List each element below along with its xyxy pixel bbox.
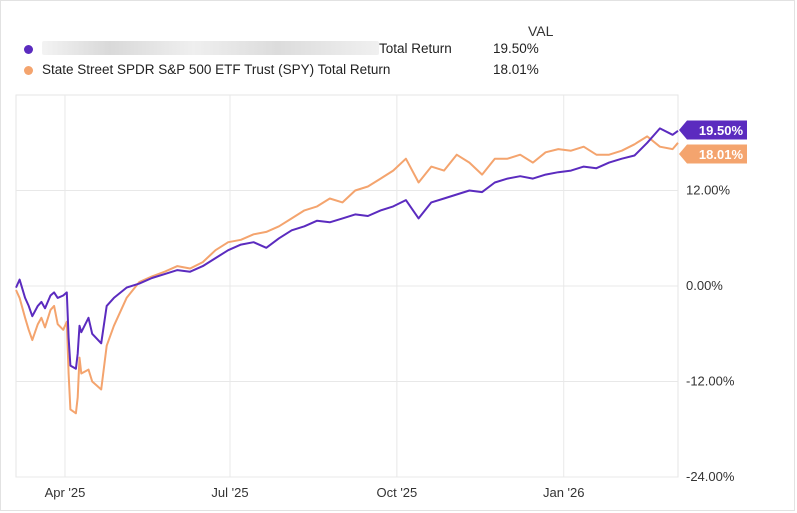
y-tick-label: -24.00% <box>686 469 735 484</box>
x-tick-label: Apr '25 <box>45 485 86 500</box>
end-value-flag <box>679 120 747 140</box>
x-tick-label: Jul '25 <box>211 485 248 500</box>
legend-value-header: VAL <box>528 23 554 39</box>
x-tick-label: Oct '25 <box>376 485 417 500</box>
legend: VAL Total Return 19.50% State Street SPD… <box>0 0 797 85</box>
y-tick-label: 0.00% <box>686 278 723 293</box>
x-tick-label: Jan '26 <box>543 485 585 500</box>
legend-series-1-name: Total Return <box>42 41 452 56</box>
legend-series-1-suffix: Total Return <box>379 41 452 56</box>
series-line-1 <box>15 127 679 370</box>
redacted-name-block <box>42 41 379 55</box>
legend-series-2-value: 18.01% <box>493 62 539 77</box>
end-value-label: 19.50% <box>699 123 744 138</box>
legend-series-1-value: 19.50% <box>493 41 539 56</box>
series-2-dot-icon <box>24 66 33 75</box>
y-tick-label: -12.00% <box>686 374 735 389</box>
series-1-dot-icon <box>24 45 33 54</box>
end-value-flag <box>679 144 747 164</box>
end-value-label: 18.01% <box>699 147 744 162</box>
series-line-2 <box>15 135 679 415</box>
y-tick-label: 12.00% <box>686 183 731 198</box>
legend-series-2-name: State Street SPDR S&P 500 ETF Trust (SPY… <box>42 62 391 77</box>
